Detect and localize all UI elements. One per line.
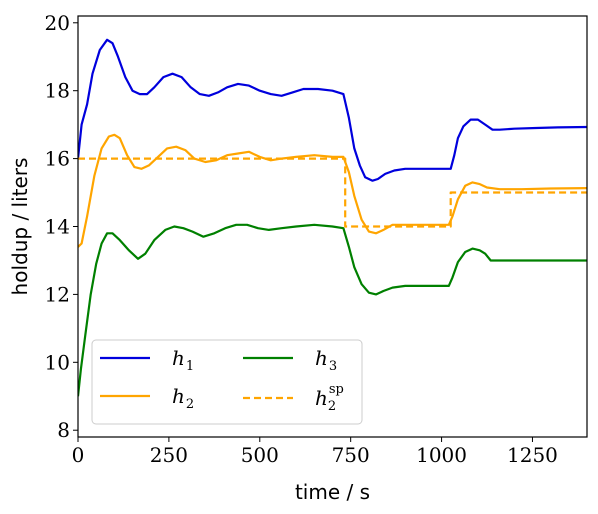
- x-axis-label: time / s: [295, 480, 370, 504]
- legend-label-h2sp: hsp 2: [315, 382, 344, 414]
- series-line-h1: [78, 38, 587, 182]
- x-tick-label: 1250: [507, 443, 558, 467]
- x-tick-label: 0: [72, 443, 85, 467]
- y-tick-label: 16: [45, 147, 70, 171]
- x-tick-label: 1000: [416, 443, 467, 467]
- legend-label-h2: h2: [172, 384, 194, 412]
- y-axis-label: holdup / liters: [8, 158, 32, 296]
- legend: h1 h2 h3 hsp 2: [91, 339, 363, 425]
- series-line-h3: [78, 223, 587, 397]
- y-tick-label: 18: [45, 79, 70, 103]
- legend-label-h3: h3: [315, 346, 337, 374]
- y-tick-label: 8: [57, 418, 70, 442]
- series-line-h2sp: [78, 157, 587, 228]
- x-tick-label: 250: [150, 443, 188, 467]
- plot-series: [78, 38, 587, 397]
- y-tick-label: 12: [45, 282, 70, 306]
- legend-label-h1: h1: [172, 346, 194, 374]
- series-line-h2: [78, 133, 587, 248]
- legend-box: [91, 339, 363, 425]
- y-tick-label: 10: [45, 350, 70, 374]
- x-axis-ticks: 0 250 500 750 1000 1250: [72, 437, 558, 467]
- y-axis-ticks: 8 10 12 14 16 18 20: [45, 11, 78, 442]
- y-tick-label: 20: [45, 11, 70, 35]
- y-tick-label: 14: [45, 215, 70, 239]
- x-tick-label: 500: [241, 443, 279, 467]
- x-tick-label: 750: [332, 443, 370, 467]
